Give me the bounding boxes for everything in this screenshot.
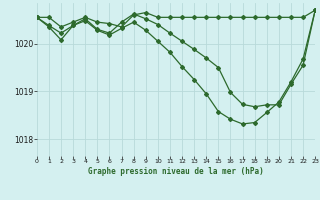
X-axis label: Graphe pression niveau de la mer (hPa): Graphe pression niveau de la mer (hPa) xyxy=(88,167,264,176)
